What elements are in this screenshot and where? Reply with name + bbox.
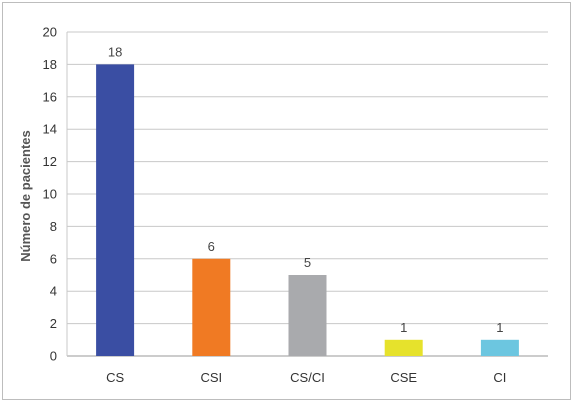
gridlines: [66, 31, 548, 357]
data-label: 5: [304, 255, 311, 270]
y-tick-label: 12: [43, 154, 57, 169]
y-axis-label: Número de pacientes: [18, 130, 33, 262]
y-tick-label: 10: [43, 187, 57, 202]
data-label: 18: [108, 44, 122, 59]
x-axis-categories: CS CSI CS/CI CSE CI: [106, 370, 506, 385]
y-tick-label: 6: [50, 251, 57, 266]
bar-cse: [384, 339, 423, 356]
y-tick-label: 0: [50, 349, 57, 364]
y-tick-label: 18: [43, 57, 57, 72]
data-labels: 18 6 5 1 1: [108, 44, 504, 334]
y-tick-label: 16: [43, 89, 57, 104]
y-tick-label: 8: [50, 219, 57, 234]
x-category-label: CSE: [390, 370, 417, 385]
x-category-label: CS/CI: [290, 370, 325, 385]
bar-cs: [96, 64, 135, 357]
data-label: 1: [400, 320, 407, 335]
x-category-label: CS: [106, 370, 124, 385]
x-category-label: CSI: [200, 370, 222, 385]
x-category-label: CI: [493, 370, 506, 385]
bar-csi: [192, 258, 231, 356]
bars: [96, 64, 519, 357]
y-axis-ticks: 0 2 4 6 8 10 12 14 16 18 20: [43, 25, 57, 364]
data-label: 6: [208, 239, 215, 254]
y-tick-label: 20: [43, 25, 57, 40]
bar-cs-ci: [288, 275, 327, 356]
bar-ci: [480, 339, 519, 356]
y-tick-label: 14: [43, 122, 57, 137]
data-label: 1: [496, 320, 503, 335]
y-tick-label: 2: [50, 316, 57, 331]
y-tick-label: 4: [50, 284, 57, 299]
